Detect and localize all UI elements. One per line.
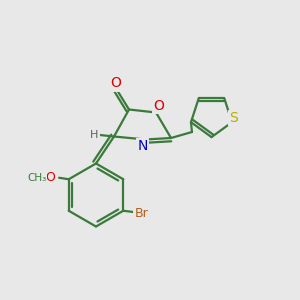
Text: O: O [45,171,55,184]
Text: O: O [111,76,122,90]
Text: H: H [90,130,99,140]
Text: CH₃: CH₃ [27,173,46,183]
Text: N: N [137,139,148,153]
Text: O: O [153,99,164,113]
Text: Br: Br [134,207,148,220]
Text: S: S [229,111,238,125]
Text: O: O [45,171,55,184]
